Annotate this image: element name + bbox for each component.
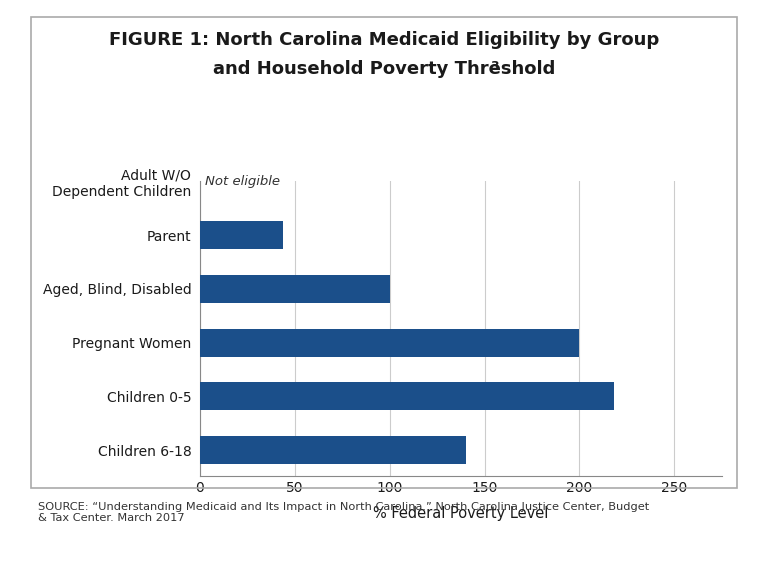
Text: 3: 3 — [490, 60, 498, 73]
Bar — [200, 275, 389, 303]
Text: FIGURE 1: North Carolina Medicaid Eligibility by Group: FIGURE 1: North Carolina Medicaid Eligib… — [109, 31, 659, 49]
Text: SOURCE: “Understanding Medicaid and Its Impact in North Carolina.” North Carolin: SOURCE: “Understanding Medicaid and Its … — [38, 502, 650, 523]
Text: and Household Poverty Threshold: and Household Poverty Threshold — [213, 60, 555, 78]
Bar — [200, 329, 580, 357]
Bar — [200, 221, 283, 249]
Bar — [200, 383, 614, 411]
Text: Not eligible: Not eligible — [205, 175, 280, 188]
X-axis label: % Federal Poverty Level: % Federal Poverty Level — [373, 506, 548, 521]
Bar — [200, 436, 465, 464]
